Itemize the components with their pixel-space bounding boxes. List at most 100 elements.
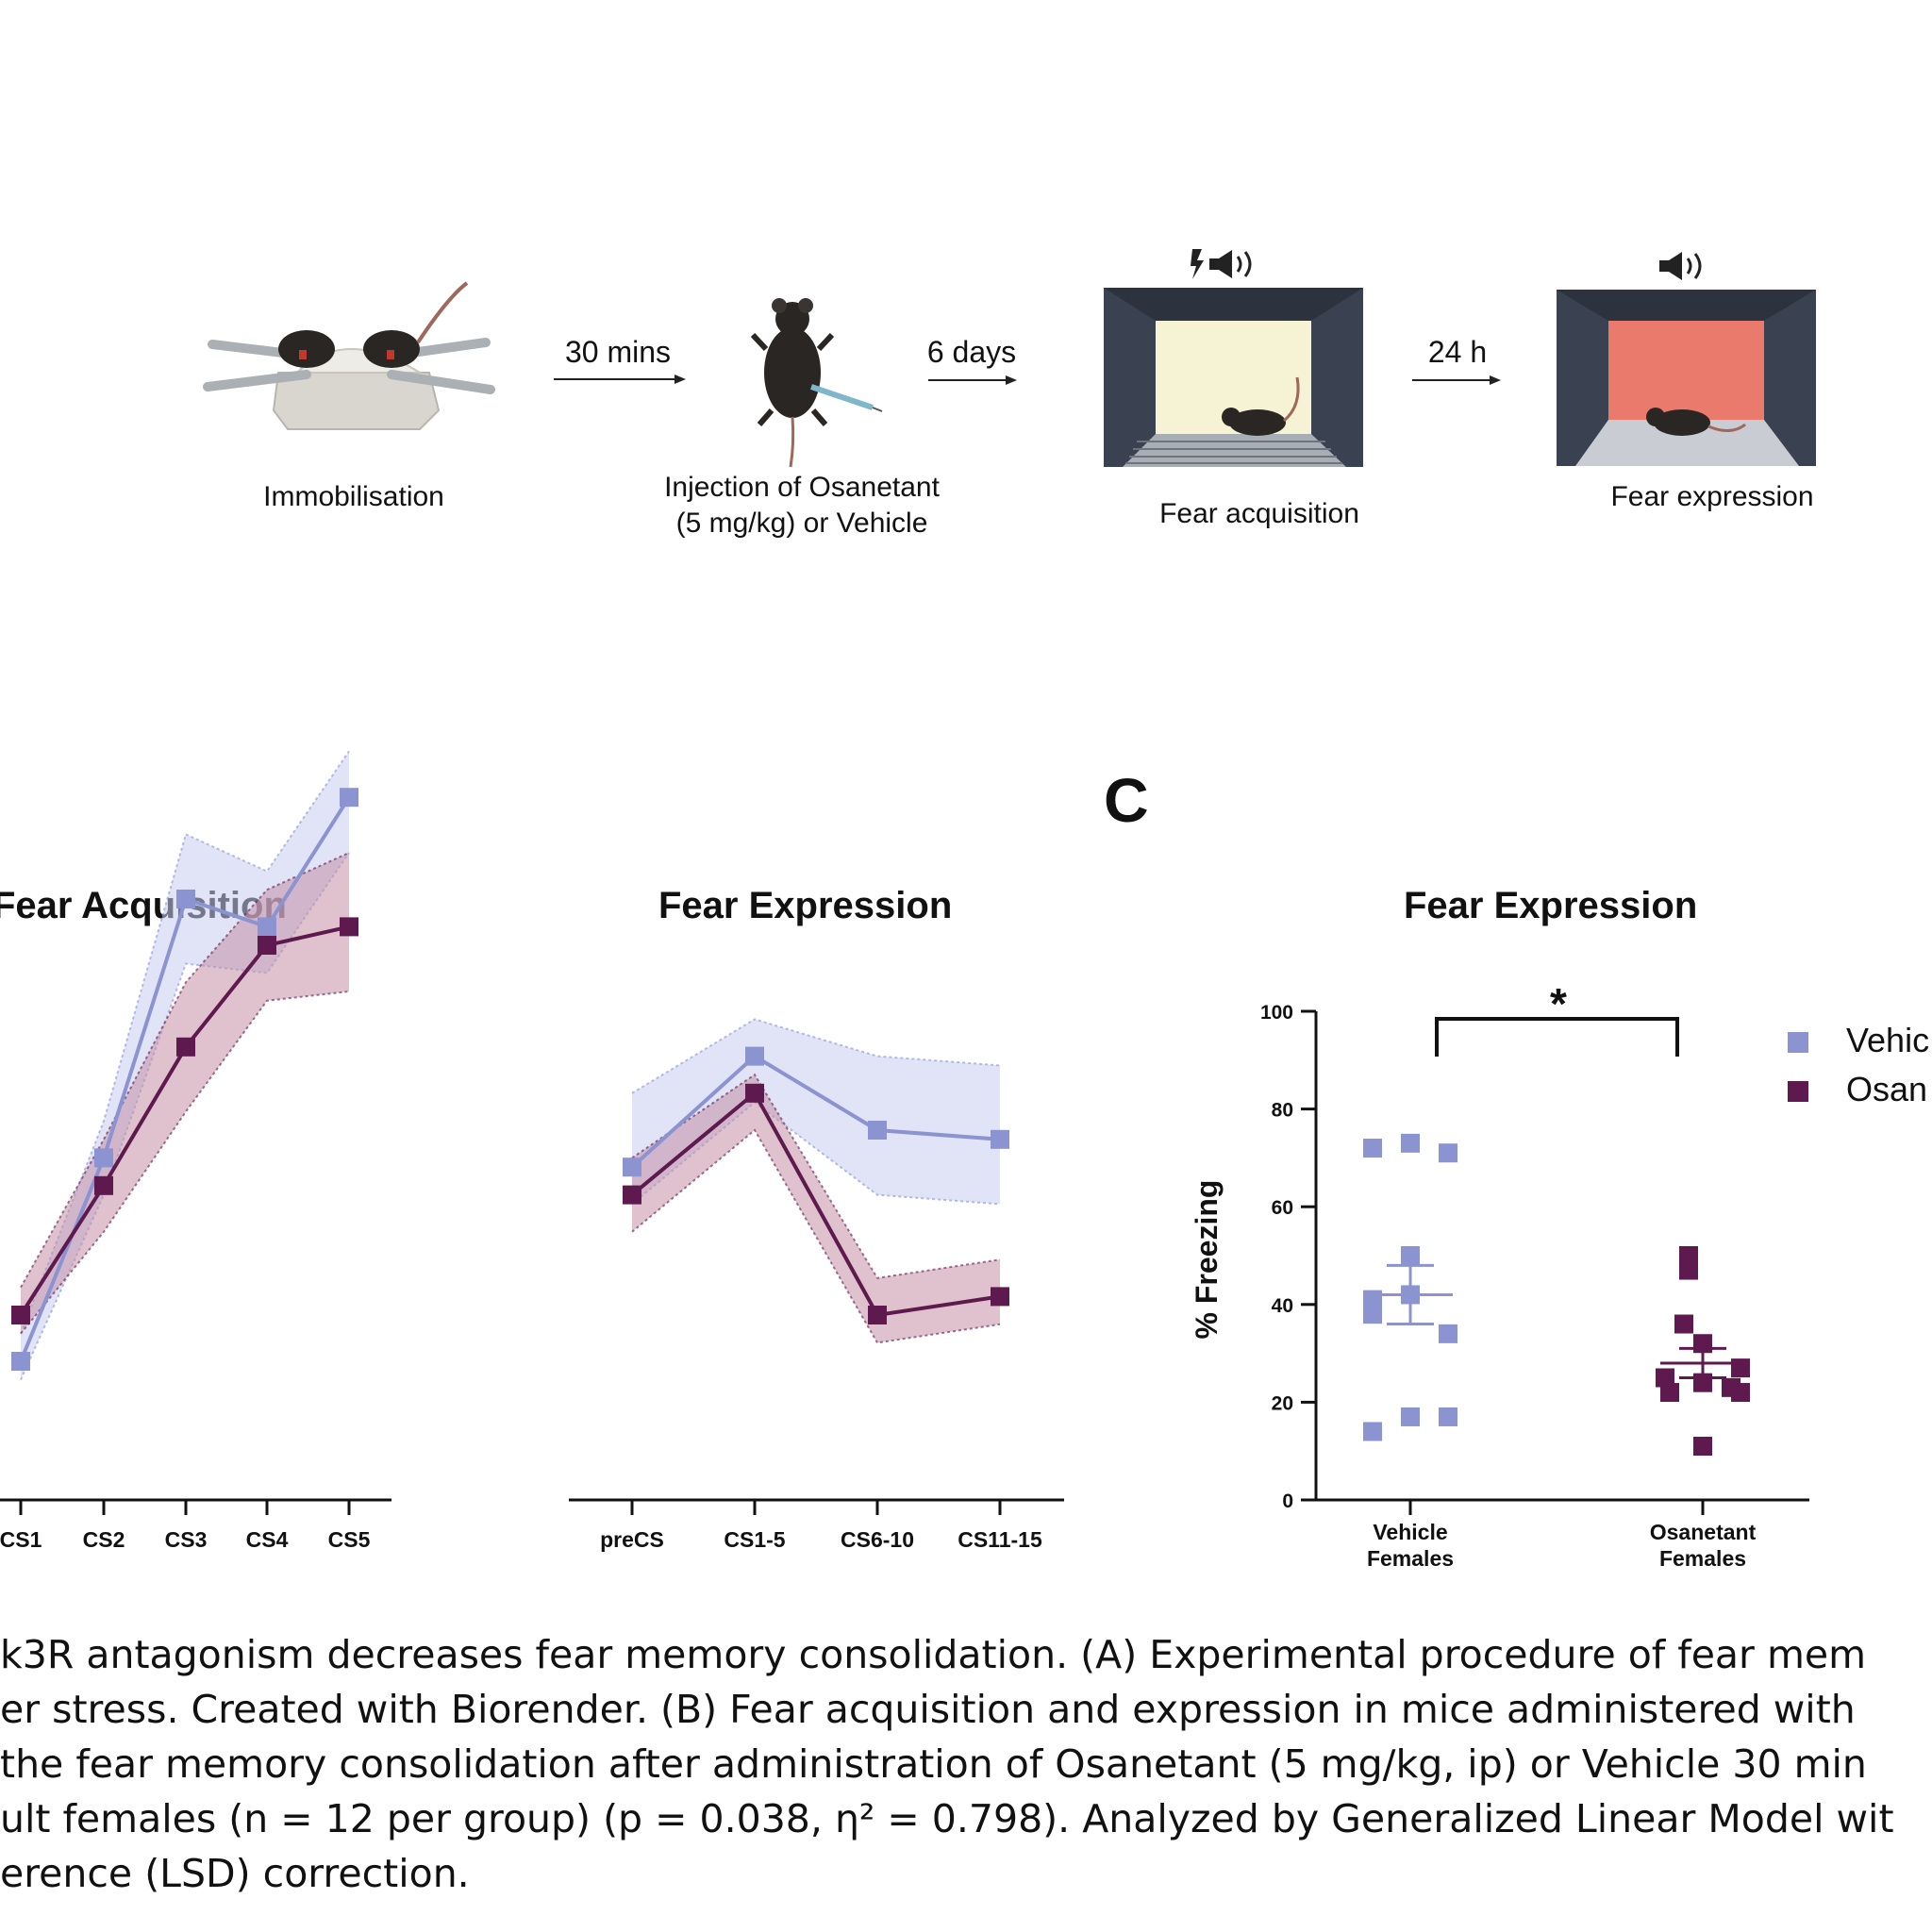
tone-icon <box>1659 252 1702 280</box>
interval-24-h: 24 h <box>1427 335 1488 369</box>
interval-30-mins: 30 mins <box>564 335 672 369</box>
fear-expression-box-illustration <box>1557 290 1816 466</box>
arrow-icon <box>554 375 686 384</box>
osanetant-point <box>1679 1260 1698 1280</box>
legend-osanetant: Osan <box>1788 1070 1927 1109</box>
osanetant-point <box>1679 1246 1698 1265</box>
caption-line: er stress. Created with Biorender. (B) F… <box>0 1687 1856 1732</box>
vehicle-point <box>94 1148 113 1168</box>
step-injection-label-line1: Injection of Osanetant <box>664 472 940 503</box>
x-tick-label: CS1-5 <box>724 1527 785 1552</box>
osanetant-series-line <box>630 1090 1001 1318</box>
osanetant-point <box>1660 1383 1679 1403</box>
chart-3-title: Fear Expression <box>1404 885 1698 926</box>
osanetant-band-upper <box>631 1073 1001 1279</box>
osanetant-point <box>868 1306 887 1324</box>
vehicle-point <box>1401 1246 1420 1265</box>
x-tick-label: CS11-15 <box>958 1527 1042 1552</box>
significance-bracket <box>1435 1017 1679 1057</box>
vehicle-point <box>623 1158 641 1177</box>
immobilisation-illustration <box>203 281 495 430</box>
x-tick-label: CS4 <box>246 1527 289 1552</box>
osanetant-point <box>11 1306 30 1324</box>
vehicle-point <box>1401 1133 1420 1153</box>
panel-c-letter: C <box>1104 765 1149 835</box>
x-tick-label: CS3 <box>165 1527 208 1552</box>
osanetant-point <box>623 1185 641 1205</box>
vehicle-point <box>258 917 276 937</box>
x-tick-label: Females <box>1367 1546 1454 1571</box>
osanetant-point <box>1693 1437 1712 1457</box>
arrow-icon <box>1412 375 1501 385</box>
step-fear-expression-label: Fear expression <box>1610 481 1814 512</box>
charts-canvas: CS1 CS2 CS3 CS4 CS5 preCS CS1-5 CS6-10 CS11-15 0 2… <box>0 750 1809 1571</box>
x-tick-label: preCS <box>600 1527 664 1552</box>
fear-acquisition-box-illustration <box>1104 288 1363 467</box>
legend-vehicle-label: Vehic <box>1846 1021 1930 1059</box>
vehicle-band-upper <box>20 750 350 1334</box>
vehicle-point <box>1439 1143 1457 1163</box>
osanetant-band-lower <box>631 1128 1001 1344</box>
osanetant-point <box>745 1083 764 1103</box>
osanetant-error-band <box>21 853 349 1334</box>
step-fear-acquisition-label: Fear acquisition <box>1159 498 1359 529</box>
y-tick-label: 100 <box>1260 1002 1293 1024</box>
legend-osanetant-label: Osan <box>1846 1070 1928 1108</box>
y-tick-label: 80 <box>1272 1100 1293 1122</box>
x-tick-label: CS1 <box>0 1527 42 1552</box>
arrow-icon <box>928 375 1017 385</box>
caption-line: erence (LSD) correction. <box>0 1851 470 1896</box>
y-tick-label: 40 <box>1272 1295 1293 1317</box>
step-injection-label-line2: (5 mg/kg) or Vehicle <box>675 508 928 539</box>
figure-caption: k3R antagonism decreases fear memory con… <box>0 1627 1932 1901</box>
x-tick-label: Osanetant <box>1650 1520 1757 1544</box>
vehicle-point <box>1439 1324 1457 1343</box>
legend-vehicle-swatch <box>1788 1032 1808 1054</box>
osanetant-band-lower <box>20 991 350 1335</box>
vehicle-point <box>868 1121 887 1140</box>
injected-mouse-illustration <box>750 298 883 468</box>
osanetant-error-band <box>632 1074 1000 1343</box>
osanetant-point <box>340 917 358 937</box>
caption-line: ult females (n = 12 per group) (p = 0.03… <box>0 1796 1894 1841</box>
x-tick-label: Vehicle <box>1373 1520 1447 1544</box>
interval-6-days: 6 days <box>926 335 1017 369</box>
y-tick-label: 0 <box>1282 1491 1293 1512</box>
y-axis-label: % Freezing <box>1190 1180 1224 1340</box>
legend-vehicle: Vehic <box>1788 1021 1929 1060</box>
vehicle-point <box>1439 1407 1457 1426</box>
vehicle-point <box>1363 1139 1382 1158</box>
step-immobilisation-label: Immobilisation <box>263 481 444 512</box>
caption-line: k3R antagonism decreases fear memory con… <box>0 1632 1867 1677</box>
osanetant-point <box>1656 1368 1674 1388</box>
x-tick-label: CS2 <box>83 1527 125 1552</box>
caption-line: the fear memory consolidation after admi… <box>0 1741 1867 1787</box>
vehicle-point <box>11 1352 30 1371</box>
legend-osanetant-swatch <box>1788 1081 1808 1103</box>
vehicle-point <box>1363 1422 1382 1441</box>
x-tick-label: Females <box>1659 1546 1746 1571</box>
chart-2-title: Fear Expression <box>658 885 953 926</box>
x-tick-label: CS6-10 <box>841 1527 914 1552</box>
y-tick-label: 60 <box>1272 1197 1293 1219</box>
osanetant-point <box>1731 1383 1750 1403</box>
osanetant-point <box>1731 1358 1750 1378</box>
osanetant-point <box>176 1037 195 1057</box>
x-tick-label: CS5 <box>328 1527 371 1552</box>
vehicle-point <box>745 1046 764 1066</box>
y-tick-label: 20 <box>1272 1392 1293 1414</box>
vehicle-point <box>340 788 358 808</box>
shock-tone-icon <box>1191 249 1252 279</box>
vehicle-point <box>991 1129 1009 1149</box>
osanetant-point <box>991 1287 1009 1307</box>
vehicle-series-line <box>630 1054 1001 1169</box>
significance-star: * <box>1550 979 1567 1028</box>
vehicle-error-band <box>632 1019 1000 1205</box>
osanetant-point <box>1674 1314 1693 1334</box>
vehicle-point <box>176 890 195 908</box>
vehicle-point <box>1363 1305 1382 1324</box>
osanetant-band-upper <box>20 852 350 1289</box>
osanetant-point <box>258 936 276 955</box>
osanetant-point <box>94 1175 113 1195</box>
vehicle-point <box>1401 1407 1420 1426</box>
